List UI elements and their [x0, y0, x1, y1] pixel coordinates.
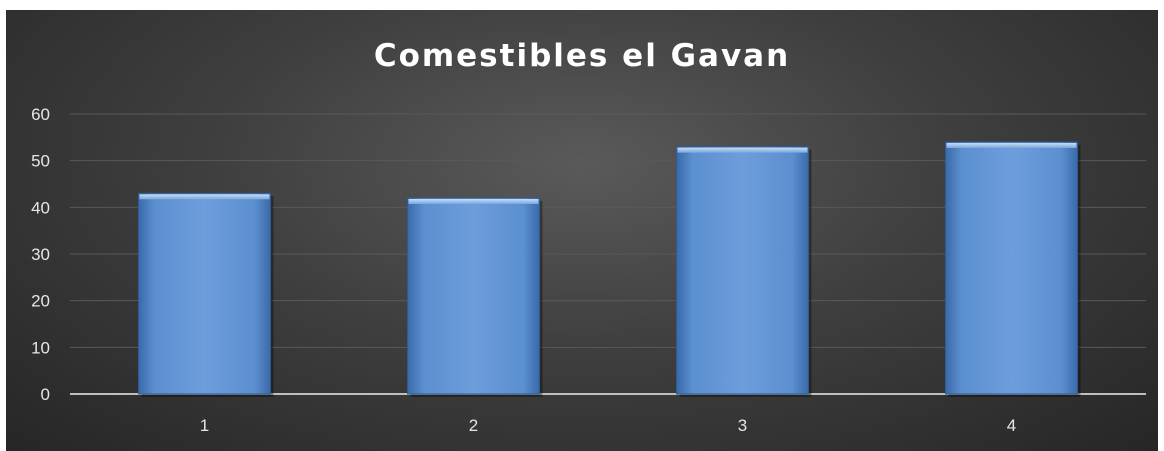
- chart-container: Comestibles el Gavan 0 10 20 30 40 50 60 1 2 3 4: [6, 10, 1158, 451]
- y-tick-label: 50: [31, 152, 50, 171]
- x-tick-label: 2: [469, 416, 478, 435]
- y-tick-label: 60: [31, 105, 50, 124]
- bar: [138, 192, 274, 397]
- x-tick-label: 1: [200, 416, 209, 435]
- bar-body: [676, 146, 809, 395]
- bar-cap: [946, 143, 1077, 148]
- bar-body: [407, 197, 540, 395]
- y-tick-label: 30: [31, 245, 50, 264]
- bar-cap: [139, 194, 270, 200]
- y-tick-label: 10: [31, 338, 50, 357]
- bar: [676, 146, 812, 397]
- bar-chart: 0 10 20 30 40 50 60 1 2 3 4: [31, 105, 1146, 435]
- bar-body: [138, 192, 271, 395]
- bar: [945, 141, 1081, 397]
- x-tick-label: 4: [1007, 416, 1016, 435]
- bar-cap: [677, 147, 808, 153]
- y-tick-label: 20: [31, 292, 50, 311]
- bar-cap: [408, 199, 539, 204]
- x-tick-label: 3: [738, 416, 747, 435]
- y-tick-label: 0: [41, 385, 50, 404]
- y-tick-label: 40: [31, 198, 50, 217]
- bar: [407, 197, 543, 397]
- chart-title: Comestibles el Gavan: [373, 38, 791, 74]
- bar-body: [945, 141, 1078, 395]
